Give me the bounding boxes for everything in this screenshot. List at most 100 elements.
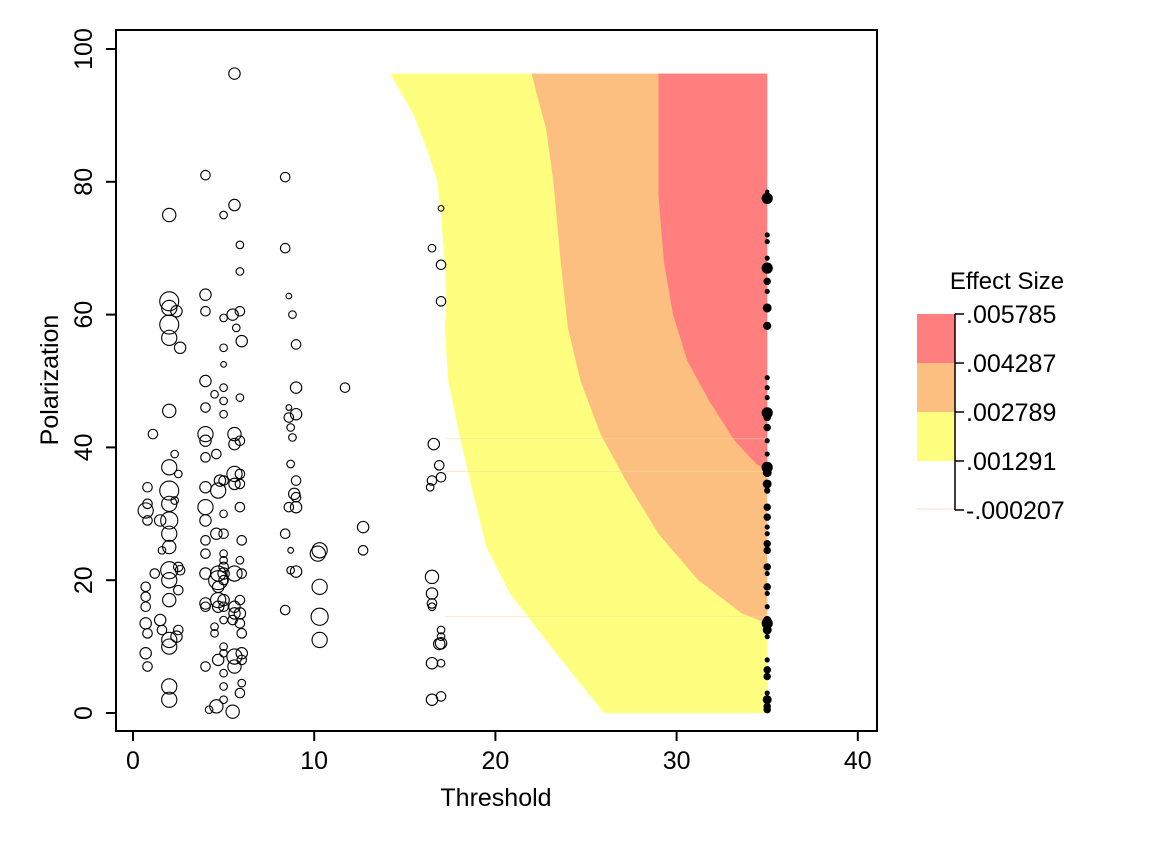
data-point [234, 435, 246, 447]
plot-frame [115, 29, 878, 732]
data-point [142, 628, 153, 639]
data-point [310, 607, 329, 626]
data-point [279, 171, 291, 183]
data-point [220, 360, 227, 368]
data-point [170, 630, 183, 643]
data-point [764, 438, 770, 444]
data-point [237, 678, 247, 688]
data-point [156, 624, 168, 636]
data-point [161, 525, 178, 542]
points-layer [137, 67, 773, 719]
data-point [219, 409, 228, 419]
data-point [200, 548, 211, 559]
data-point [763, 583, 771, 591]
data-point [210, 628, 219, 638]
data-point [763, 513, 771, 521]
data-point [161, 691, 178, 708]
data-point [170, 496, 180, 505]
data-point [147, 428, 159, 440]
data-point [427, 243, 437, 253]
data-point [763, 546, 771, 555]
x-tick-label: 0 [126, 747, 140, 775]
data-point [236, 628, 248, 639]
data-point [290, 475, 302, 486]
data-point [764, 634, 770, 640]
data-point [217, 593, 230, 607]
data-point [235, 334, 248, 348]
data-point [219, 396, 228, 406]
data-point [161, 631, 178, 649]
data-point [142, 515, 153, 526]
data-point [764, 451, 770, 457]
y-tick-label: 60 [70, 301, 98, 329]
data-point [219, 549, 228, 558]
data-point [219, 668, 228, 678]
series-filled [761, 189, 773, 714]
data-point [174, 564, 186, 576]
data-point [764, 232, 770, 238]
contour-layer [133, 73, 768, 714]
legend-tick-label: .002789 [966, 399, 1056, 427]
data-point [236, 568, 248, 579]
data-point [764, 288, 770, 294]
legend-tick-label: .005785 [966, 301, 1056, 329]
data-point [199, 434, 212, 448]
data-point [137, 502, 154, 519]
data-point [209, 699, 224, 714]
data-point [226, 465, 243, 483]
data-point [283, 412, 295, 423]
data-point [427, 602, 437, 612]
y-tick-label: 100 [70, 28, 98, 70]
data-point [159, 314, 180, 335]
data-point [161, 329, 178, 346]
data-point [173, 469, 183, 479]
data-point [285, 404, 293, 411]
data-point [764, 238, 770, 245]
x-tick-label: 40 [844, 747, 872, 775]
data-point [311, 578, 328, 595]
data-point [200, 452, 211, 463]
y-tick-label: 40 [70, 433, 98, 461]
data-point [764, 385, 770, 391]
y-axis: 0 20 40 60 80 100 [70, 28, 116, 720]
data-point [762, 625, 772, 635]
data-point [142, 661, 153, 672]
data-point [162, 539, 177, 555]
data-point [279, 604, 291, 616]
data-point [762, 479, 772, 489]
data-point [764, 487, 771, 494]
legend-tick-label: .001291 [966, 448, 1056, 476]
data-point [425, 482, 435, 492]
data-point [283, 501, 295, 513]
data-point [219, 509, 228, 519]
data-point [763, 423, 771, 432]
data-point [279, 242, 291, 254]
data-point [231, 323, 241, 333]
data-point [764, 657, 770, 663]
data-point [218, 574, 229, 586]
data-point [173, 624, 184, 636]
data-point [142, 481, 153, 493]
data-point [234, 478, 246, 490]
data-point [170, 449, 180, 459]
y-tick-label: 0 [70, 706, 98, 720]
data-point [219, 343, 228, 353]
x-axis: 0 10 20 30 40 [126, 731, 872, 775]
data-point [200, 601, 211, 613]
data-point [287, 546, 295, 554]
data-point [226, 648, 243, 665]
data-point [219, 695, 228, 705]
data-point [219, 642, 228, 651]
data-point [426, 475, 438, 486]
data-point [197, 425, 214, 443]
data-point [227, 426, 242, 442]
data-point [289, 407, 303, 421]
data-point [286, 423, 295, 432]
data-point [763, 672, 771, 681]
data-point [218, 528, 229, 540]
data-point [218, 561, 229, 573]
data-point [200, 535, 211, 546]
legend-swatch [917, 363, 955, 412]
data-point [210, 622, 219, 632]
